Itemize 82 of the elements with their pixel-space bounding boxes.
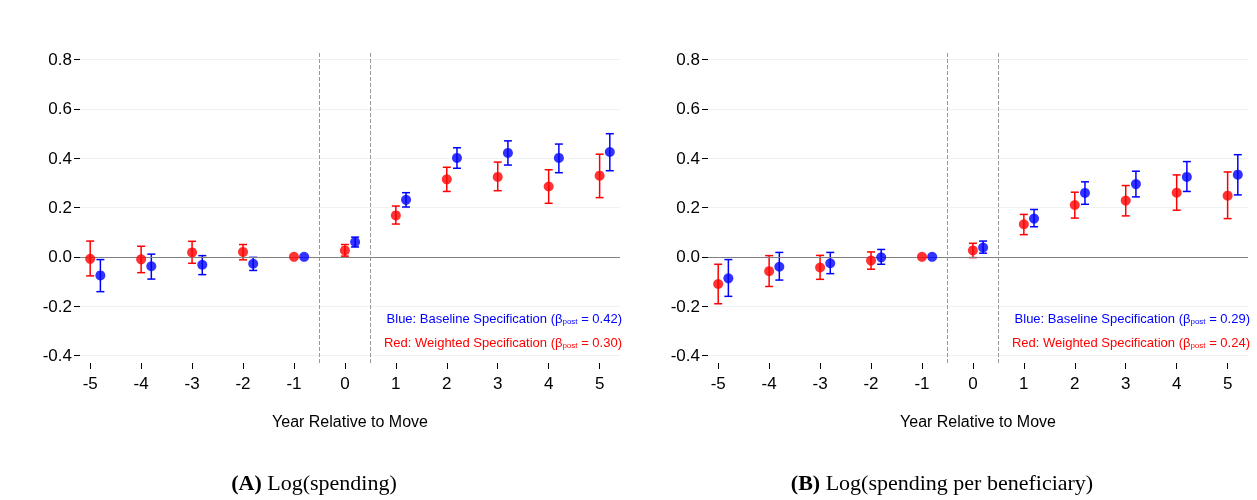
- x-tick-label: -5: [82, 374, 98, 393]
- point: [916, 251, 927, 262]
- point: [1222, 190, 1233, 201]
- point: [604, 146, 615, 157]
- y-tick-label: -0.2: [42, 296, 72, 316]
- x-tick-label: 2: [442, 374, 452, 393]
- x-tick-label: 2: [1070, 374, 1080, 393]
- point: [441, 174, 452, 185]
- point: [723, 273, 734, 284]
- point: [146, 261, 157, 272]
- point: [136, 254, 147, 265]
- point: [85, 253, 96, 264]
- point: [825, 258, 836, 269]
- y-tick-label: 0.6: [48, 99, 72, 119]
- annotation: Blue: Baseline Specification (βpost = 0.42): [386, 311, 623, 326]
- point: [1181, 171, 1192, 182]
- x-tick-label: -5: [710, 374, 726, 393]
- x-tick-label: -2: [863, 374, 879, 393]
- point: [594, 170, 605, 181]
- point: [238, 246, 249, 257]
- x-tick-label: -2: [235, 374, 251, 393]
- point: [187, 247, 198, 258]
- text: (A) Log(spending): [231, 469, 397, 495]
- point: [774, 261, 785, 272]
- y-tick-label: 0.6: [676, 99, 700, 119]
- point: [1130, 179, 1141, 190]
- y-tick-label: 0.8: [48, 49, 72, 69]
- x-tick-label: -1: [914, 374, 930, 393]
- x-tick-label: -3: [812, 374, 828, 393]
- point: [1171, 187, 1182, 198]
- point: [713, 279, 724, 290]
- point: [1018, 219, 1029, 230]
- x-tick-label: -3: [184, 374, 200, 393]
- x-tick-label: 0: [968, 374, 978, 393]
- y-tick-label: 0.4: [676, 148, 700, 168]
- point: [1079, 187, 1090, 198]
- point: [1232, 169, 1243, 180]
- x-tick-label: 3: [493, 374, 503, 393]
- x-axis-title: Year Relative to Move: [900, 412, 1057, 430]
- point: [866, 255, 877, 266]
- point: [197, 259, 208, 270]
- y-tick-label: -0.4: [670, 346, 700, 366]
- point: [1120, 195, 1131, 206]
- x-tick-label: 3: [1121, 374, 1131, 393]
- y-tick-label: 0.0: [48, 247, 72, 267]
- x-tick-label: 0: [340, 374, 350, 393]
- x-tick-label: 4: [543, 374, 554, 393]
- y-tick-label: 0.2: [48, 198, 72, 217]
- point: [1069, 200, 1080, 211]
- x-axis-title: Year Relative to Move: [272, 412, 429, 430]
- x-tick-label: 4: [1171, 374, 1182, 393]
- point: [502, 147, 513, 158]
- point: [815, 262, 826, 273]
- y-tick-label: 0.8: [676, 49, 700, 69]
- text: (B) Log(spending per beneficiary): [790, 469, 1094, 495]
- point: [764, 266, 775, 277]
- point: [451, 152, 462, 163]
- x-tick-label: 5: [594, 374, 605, 393]
- y-tick-label: 0.4: [48, 148, 72, 168]
- x-tick-label: -4: [133, 374, 149, 393]
- point: [543, 181, 554, 192]
- x-tick-label: -4: [761, 374, 777, 393]
- annotation: Blue: Baseline Specification (βpost = 0.29): [1014, 311, 1251, 326]
- point: [299, 251, 310, 262]
- annotation: Red: Weighted Specification (βpost = 0.30): [383, 335, 623, 350]
- y-tick-label: -0.2: [670, 296, 700, 316]
- point: [927, 251, 938, 262]
- point: [876, 252, 887, 263]
- x-tick-label: 1: [391, 374, 401, 393]
- point: [95, 270, 106, 281]
- point: [390, 210, 401, 221]
- annotation: Red: Weighted Specification (βpost = 0.24): [1011, 335, 1251, 350]
- point: [553, 152, 564, 163]
- x-tick-label: 1: [1019, 374, 1029, 393]
- point: [288, 251, 299, 262]
- y-tick-label: 0.0: [676, 247, 700, 267]
- y-tick-label: -0.4: [42, 346, 72, 366]
- point: [492, 171, 503, 182]
- point: [1029, 213, 1040, 224]
- x-tick-label: 5: [1222, 374, 1233, 393]
- x-tick-label: -1: [286, 374, 302, 393]
- y-tick-label: 0.2: [676, 198, 700, 217]
